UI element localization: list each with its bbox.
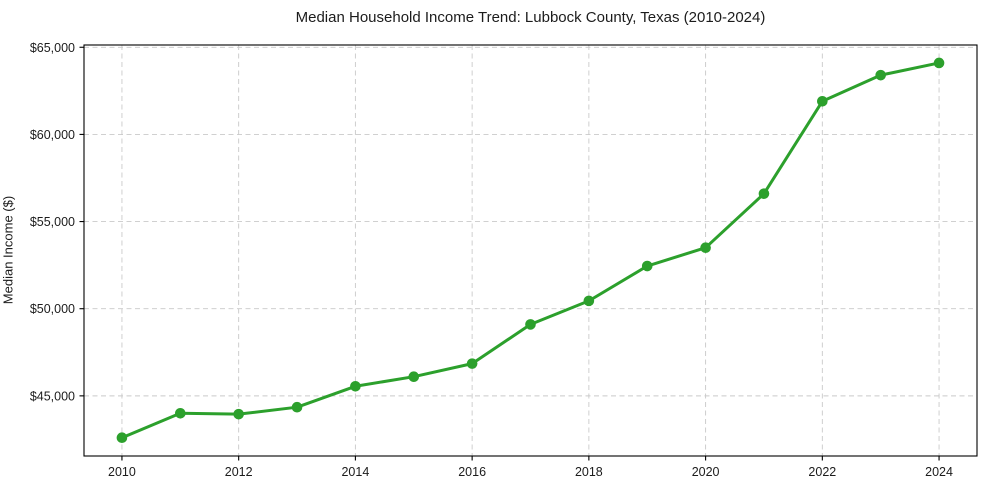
- data-point-2014: [350, 380, 361, 392]
- y-tick-label: $60,000: [30, 128, 75, 142]
- x-tick-label: 2020: [692, 465, 720, 479]
- chart-title: Median Household Income Trend: Lubbock C…: [295, 9, 766, 26]
- data-point-2020: [700, 242, 711, 254]
- data-point-2018: [583, 295, 595, 307]
- data-point-2016: [466, 358, 478, 369]
- data-point-2012: [233, 408, 244, 420]
- data-point-2024: [933, 57, 945, 69]
- data-point-2010: [116, 432, 128, 443]
- data-point-2023: [875, 69, 886, 81]
- data-point-2015: [408, 371, 420, 382]
- data-point-2013: [291, 401, 303, 413]
- x-tick-label: 2016: [458, 465, 486, 479]
- data-point-2021: [758, 188, 770, 199]
- x-tick-label: 2024: [925, 465, 953, 479]
- axes-box: [83, 44, 978, 457]
- data-point-2022: [817, 95, 828, 107]
- x-tick-label: 2010: [108, 465, 136, 479]
- data-point-2017: [525, 319, 536, 330]
- y-tick-label: $45,000: [30, 389, 75, 403]
- x-tick-label: 2014: [341, 465, 369, 479]
- x-tick-label: 2018: [575, 465, 603, 479]
- data-point-2011: [175, 407, 186, 419]
- x-tick-label: 2012: [225, 465, 253, 479]
- y-tick-label: $65,000: [30, 41, 75, 55]
- data-point-2019: [641, 260, 653, 272]
- trend-line: [120, 61, 941, 440]
- y-tick-label: $55,000: [30, 215, 75, 229]
- x-tick-label: 2022: [808, 465, 836, 479]
- y-tick-label: $50,000: [30, 302, 75, 316]
